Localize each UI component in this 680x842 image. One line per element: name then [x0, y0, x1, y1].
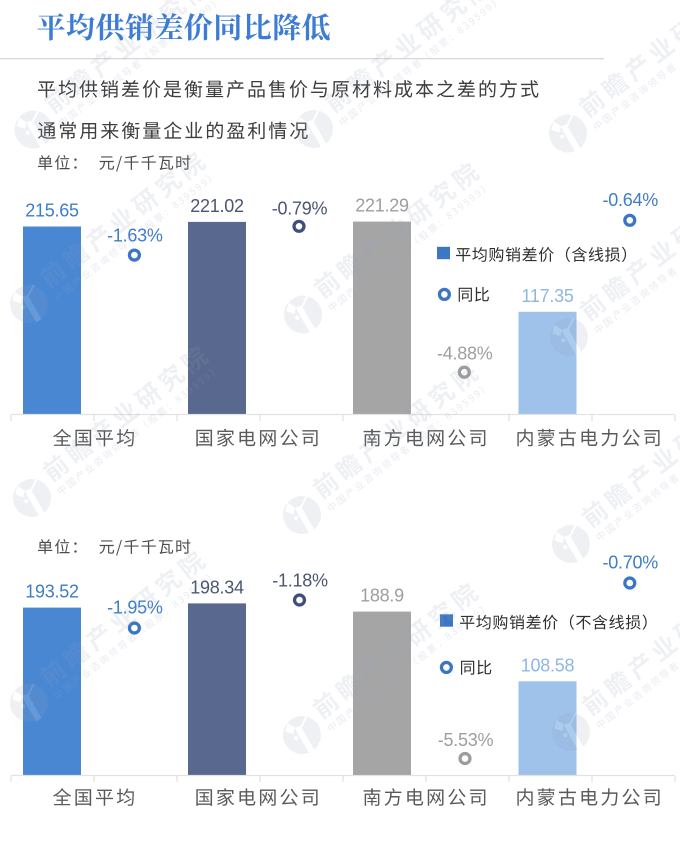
- svg-text:198.34: 198.34: [190, 577, 244, 597]
- svg-text:108.58: 108.58: [521, 655, 575, 675]
- svg-text:-0.70%: -0.70%: [603, 553, 659, 573]
- svg-text:215.65: 215.65: [25, 201, 79, 221]
- svg-text:-0.64%: -0.64%: [603, 190, 659, 210]
- svg-text:-1.63%: -1.63%: [107, 225, 163, 245]
- svg-text:221.02: 221.02: [190, 196, 244, 216]
- svg-text:-0.79%: -0.79%: [272, 198, 328, 218]
- svg-text:-1.18%: -1.18%: [272, 570, 328, 590]
- svg-text:221.29: 221.29: [355, 196, 409, 216]
- svg-text:193.52: 193.52: [25, 582, 79, 602]
- svg-text:117.35: 117.35: [521, 286, 573, 306]
- svg-text:-4.88%: -4.88%: [437, 344, 493, 364]
- svg-text:188.9: 188.9: [360, 586, 404, 606]
- svg-text:-5.53%: -5.53%: [438, 730, 494, 750]
